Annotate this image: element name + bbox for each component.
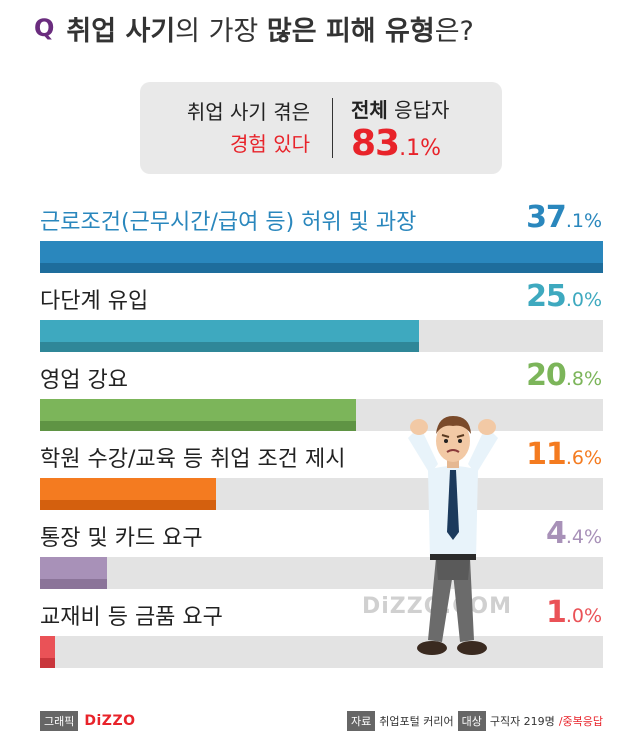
credit-tag: 그래픽 <box>40 711 79 731</box>
bar-value-int: 11 <box>526 437 567 472</box>
stressed-man-illustration <box>408 416 498 655</box>
bar-value-dec: .4% <box>565 526 602 548</box>
bar-track <box>40 241 603 273</box>
source-text: 취업포털 커리어 <box>379 715 454 728</box>
bar-value-int: 4 <box>545 516 567 551</box>
bar-track <box>40 636 603 668</box>
summary-right-bold: 전체 <box>351 98 388 122</box>
bar <box>40 241 603 273</box>
bar-value-dec: .1% <box>565 210 602 232</box>
bar-value-label: 11.6% <box>526 437 602 472</box>
title-part-a: 취업 사기 <box>66 15 176 47</box>
bar-track <box>40 399 603 431</box>
bar-value-int: 37 <box>526 200 567 235</box>
bar-label: 학원 수강/교육 등 취업 조건 제시 <box>40 447 346 472</box>
bar-value-label: 37.1% <box>526 200 602 235</box>
summary-value-int: 83 <box>351 123 400 164</box>
summary-line-2: 경험 있다 <box>230 132 310 156</box>
title-part-d: 은? <box>434 15 474 47</box>
summary-value-dec: .1% <box>399 136 442 161</box>
brand-logo: DiZZO <box>84 713 136 729</box>
bar-value-label: 4.4% <box>546 516 602 551</box>
bar-value-dec: .8% <box>565 368 602 390</box>
question-mark-q: Q <box>34 14 55 42</box>
bar <box>40 399 356 431</box>
bar-value-label: 25.0% <box>526 279 602 314</box>
summary-value: 83.1% <box>351 124 449 169</box>
bar <box>40 320 419 352</box>
bar-value-dec: .0% <box>565 605 602 627</box>
source-tag: 자료 <box>346 711 376 731</box>
summary-question: 취업 사기 겪은 경험 있다 <box>187 96 310 160</box>
bar-track <box>40 320 603 352</box>
summary-right-rest: 응답자 <box>387 98 450 122</box>
summary-result: 전체 응답자 83.1% <box>351 96 449 169</box>
bar-label: 근로조건(근무시간/급여 등) 허위 및 과장 <box>40 210 417 235</box>
bar <box>40 557 107 589</box>
bar-label: 통장 및 카드 요구 <box>40 526 203 551</box>
bar-value-dec: .0% <box>565 289 602 311</box>
target-tag: 대상 <box>457 711 486 731</box>
multi-response-note: /중복응답 <box>558 715 603 728</box>
bar <box>40 478 216 510</box>
title-part-b: 의 가장 <box>175 15 259 47</box>
bar-value-int: 25 <box>526 279 567 314</box>
bar-value-label: 20.8% <box>526 358 602 393</box>
bar-value-label: 1.0% <box>546 595 602 630</box>
bar-value-int: 1 <box>545 595 567 630</box>
source-info: 자료 취업포털 커리어 대상 구직자 219명 /중복응답 <box>346 711 603 731</box>
bar-value-int: 20 <box>526 358 567 393</box>
bar <box>40 636 55 668</box>
bar-label: 교재비 등 금품 요구 <box>40 605 223 630</box>
summary-divider <box>332 98 333 158</box>
title-part-c: 많은 피해 유형 <box>266 15 435 47</box>
bar-track <box>40 557 603 589</box>
target-text: 구직자 219명 <box>489 715 555 728</box>
summary-line-1: 취업 사기 겪은 <box>186 100 310 124</box>
footer: 그래픽 DiZZO 자료 취업포털 커리어 대상 구직자 219명 /중복응답 <box>0 700 640 740</box>
bar-track <box>40 478 603 510</box>
bar-label: 영업 강요 <box>40 368 128 393</box>
bar-label: 다단계 유입 <box>40 289 149 314</box>
graphic-credit: 그래픽 DiZZO <box>40 711 136 731</box>
summary-box: 취업 사기 겪은 경험 있다 전체 응답자 83.1% <box>140 82 502 174</box>
question-title: Q 취업 사기의 가장 많은 피해 유형은? <box>34 8 474 48</box>
bar-value-dec: .6% <box>565 447 602 469</box>
